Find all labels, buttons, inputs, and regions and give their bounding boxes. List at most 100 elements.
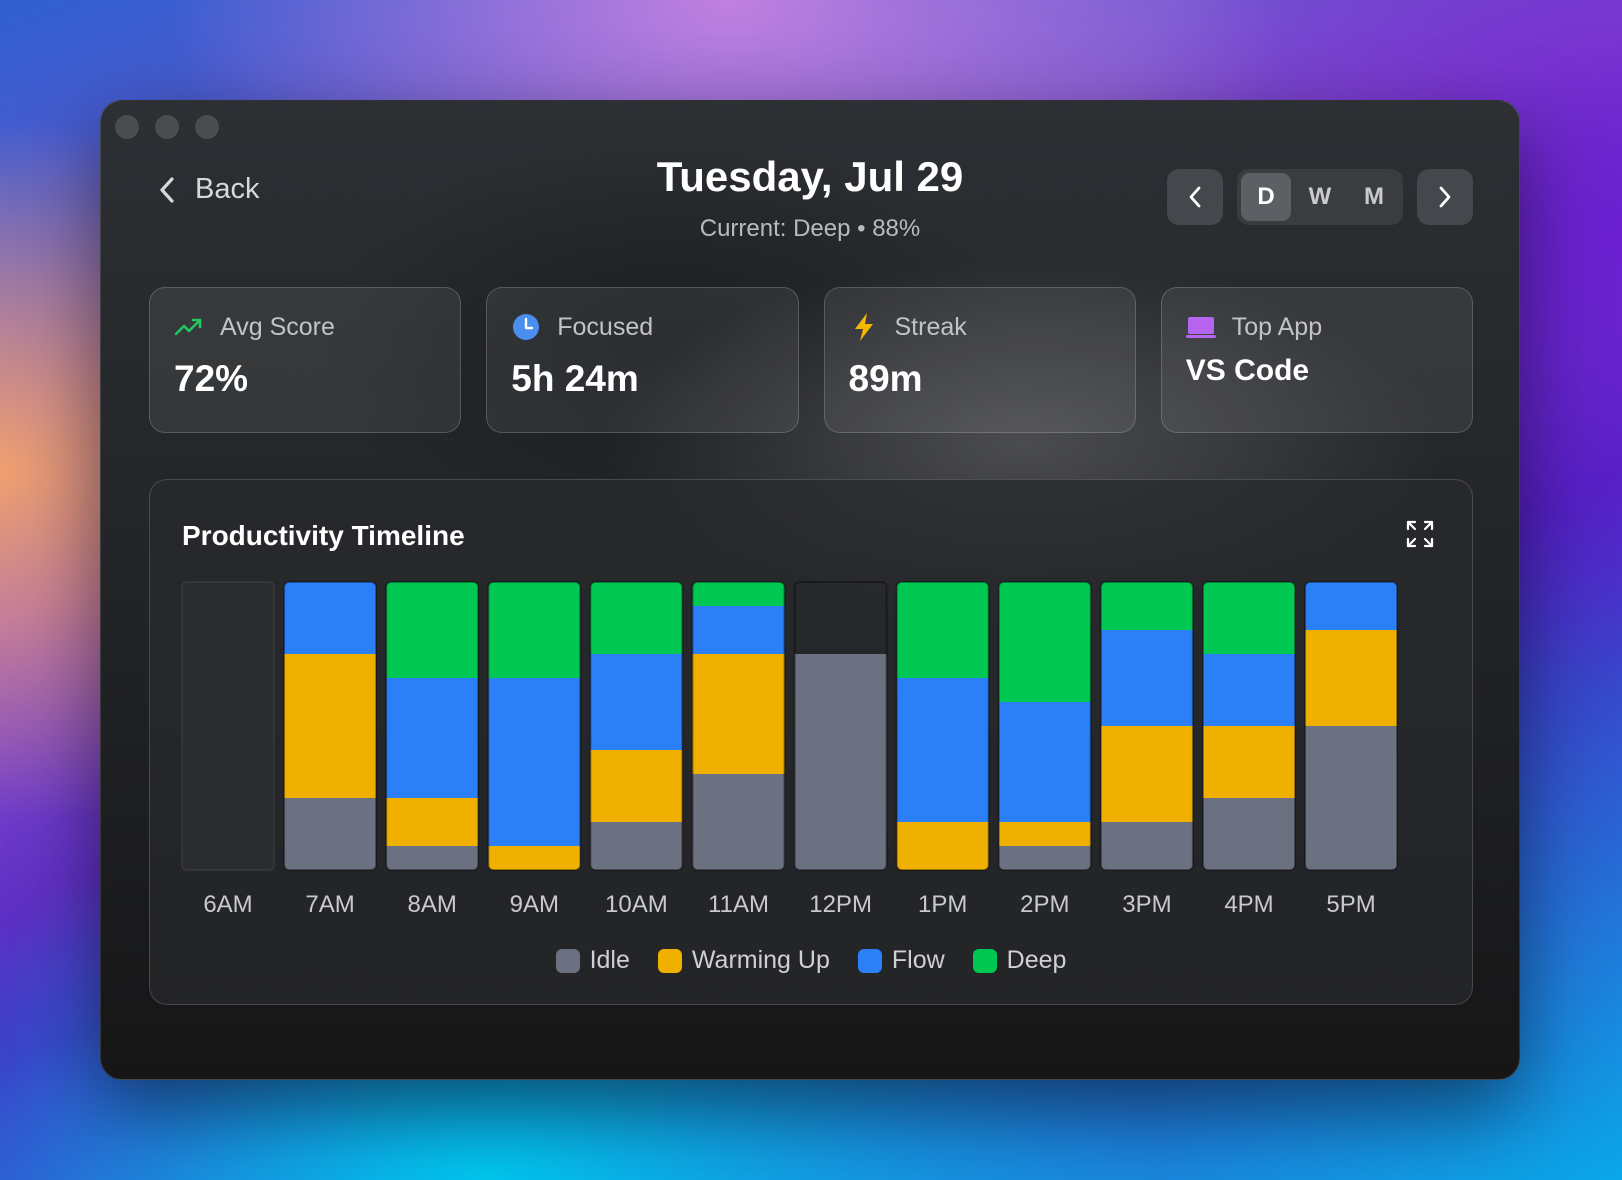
chevron-left-icon <box>160 176 174 203</box>
legend-swatch <box>857 948 882 973</box>
bar-outline <box>283 581 378 871</box>
legend-label: Flow <box>891 946 945 974</box>
x-tick-label: 1PM <box>918 891 967 918</box>
trending-up-icon <box>174 318 202 336</box>
bar-12pm[interactable] <box>793 581 888 871</box>
chevron-right-icon <box>1439 186 1451 208</box>
range-option-week[interactable]: W <box>1308 183 1332 210</box>
bar-segment-flow <box>284 582 377 654</box>
stat-card-top-app: Top App VS Code <box>1160 287 1473 433</box>
legend-swatch <box>555 948 580 973</box>
bar-10am[interactable] <box>589 581 684 871</box>
legend-label: Idle <box>589 946 630 974</box>
bar-segment-idle <box>1305 726 1398 870</box>
bar-outline <box>793 581 888 871</box>
stat-label: Avg Score <box>220 312 335 341</box>
bar-outline <box>589 581 684 871</box>
productivity-timeline-panel: 6AM 7AM 8AM 9AM 10AM 11AM 12PM 1PM 2PM 3PM 4PM 5PM … <box>149 479 1473 1005</box>
lightning-icon <box>854 313 873 341</box>
bar-6am[interactable] <box>181 581 275 871</box>
bar-1pm[interactable] <box>895 581 990 871</box>
bar-segment-flow <box>386 678 479 798</box>
laptop-icon <box>1185 317 1216 338</box>
stat-label: Top App <box>1231 312 1323 341</box>
chart-legend: Idle Warming Up Flow Deep <box>150 946 1472 975</box>
bar-5pm[interactable] <box>1304 581 1399 871</box>
previous-period-button[interactable] <box>1167 169 1223 225</box>
x-tick-label: 9AM <box>510 891 559 918</box>
bar-segment-idle <box>794 654 887 870</box>
bar-7am[interactable] <box>283 581 378 871</box>
stat-card-focused: Focused 5h 24m <box>486 287 799 433</box>
stat-label: Focused <box>557 312 654 341</box>
bar-segment-idle <box>692 774 785 870</box>
next-period-button[interactable] <box>1417 169 1473 225</box>
bar-segment-warming-up <box>1203 726 1295 798</box>
bar-3pm[interactable] <box>1099 581 1194 871</box>
bar-8am[interactable] <box>385 581 480 871</box>
bar-segment-deep <box>896 582 989 678</box>
bar-outline <box>385 581 480 871</box>
bar-segment-flow <box>488 678 581 846</box>
legend-item-flow: Flow <box>857 946 945 975</box>
bar-11am[interactable] <box>691 581 786 871</box>
bar-9am[interactable] <box>487 581 582 871</box>
legend-label: Deep <box>1006 946 1067 974</box>
bar-segment-idle <box>1203 798 1295 870</box>
bar-outline <box>1304 581 1399 871</box>
bar-segment-deep <box>1203 582 1295 654</box>
bar-segment-empty <box>181 581 275 871</box>
bar-segment-idle <box>590 822 683 870</box>
bar-segment-flow <box>998 702 1091 822</box>
x-tick-label: 7AM <box>305 891 354 918</box>
app-window: Back Tuesday, Jul 29 Current: Deep • 88%… <box>100 100 1520 1080</box>
bar-outline <box>1202 581 1296 871</box>
chart-title: Productivity Timeline <box>182 520 465 551</box>
zoom-window-button[interactable] <box>195 115 219 139</box>
bar-segment-deep <box>692 582 785 606</box>
expand-icon[interactable] <box>1406 520 1434 548</box>
header: Tuesday, Jul 29 Current: Deep • 88% <box>101 153 1519 243</box>
x-tick-label: 11AM <box>708 891 769 918</box>
x-tick-label: 8AM <box>408 891 457 918</box>
legend-item-warming-up: Warming Up <box>657 946 830 975</box>
back-button[interactable]: Back <box>157 173 259 206</box>
range-option-day[interactable]: D <box>1241 173 1291 221</box>
stat-value: 72% <box>174 358 249 399</box>
minimize-window-button[interactable] <box>155 115 179 139</box>
stat-label: Streak <box>894 312 967 341</box>
range-selector: D W M <box>1237 169 1403 225</box>
bar-segment-deep <box>386 582 479 678</box>
legend-item-deep: Deep <box>972 946 1067 975</box>
bar-segment-warming-up <box>386 798 479 846</box>
bar-segment-flow <box>692 606 785 654</box>
bar-segment-flow <box>1305 582 1398 630</box>
bar-segment-deep <box>998 582 1091 702</box>
close-window-button[interactable] <box>115 115 139 139</box>
bar-segment-idle <box>386 846 479 870</box>
clock-icon <box>513 314 540 340</box>
stats-cards: Avg Score 72% Focused 5h 24m Streak 89m <box>149 287 1473 433</box>
bar-4pm[interactable] <box>1202 581 1296 871</box>
bar-segment-warming-up <box>284 654 377 798</box>
range-option-month[interactable]: M <box>1364 183 1384 210</box>
back-label: Back <box>195 173 260 205</box>
page-title: Tuesday, Jul 29 <box>656 153 964 200</box>
bar-outline <box>487 581 582 871</box>
date-navigation: D W M <box>1167 169 1473 225</box>
bar-2pm[interactable] <box>997 581 1092 871</box>
x-tick-label: 10AM <box>605 891 668 918</box>
bar-outline <box>997 581 1092 871</box>
bar-segment-deep <box>1100 582 1193 630</box>
bar-segment-idle <box>284 798 377 870</box>
legend-swatch <box>972 948 997 973</box>
chevron-left-icon <box>1189 186 1201 208</box>
bar-segment-flow <box>590 654 683 750</box>
bar-outline <box>691 581 786 871</box>
legend-swatch <box>657 948 682 973</box>
stacked-bar-chart: 6AM 7AM 8AM 9AM 10AM 11AM 12PM 1PM 2PM 3PM 4PM 5PM <box>181 581 1399 918</box>
bar-segment-warming-up <box>590 750 683 822</box>
x-tick-label: 6AM <box>203 891 252 918</box>
traffic-lights <box>115 115 219 139</box>
x-tick-label: 2PM <box>1020 891 1069 918</box>
